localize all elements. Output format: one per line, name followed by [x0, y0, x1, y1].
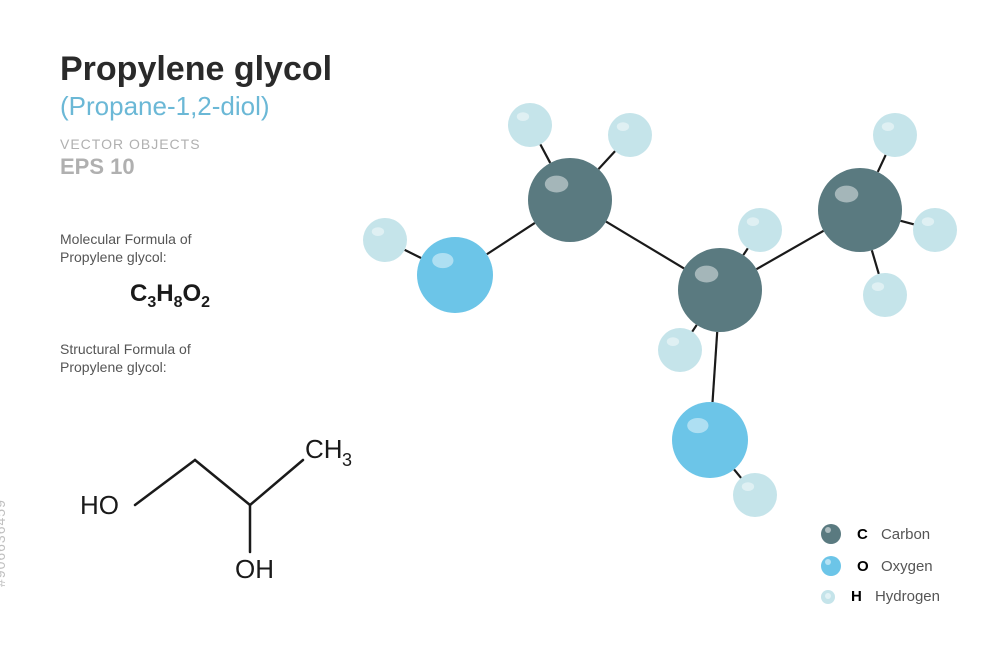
- hydrogen-atom: [733, 473, 777, 517]
- legend-swatch: [821, 590, 835, 604]
- hydrogen-atom: [508, 103, 552, 147]
- hydrogen-atom: [863, 273, 907, 317]
- svg-text:HO: HO: [80, 490, 119, 520]
- compound-title: Propylene glycol: [60, 50, 332, 89]
- svg-text:OH: OH: [235, 554, 274, 584]
- legend-name: Carbon: [881, 526, 930, 543]
- legend-row: CCarbon: [821, 524, 940, 544]
- molecular-formula: C3H8O2: [130, 280, 210, 312]
- legend-symbol: C: [857, 526, 881, 543]
- legend-symbol: H: [851, 588, 875, 605]
- eps-label: EPS 10: [60, 154, 332, 180]
- hydrogen-atom: [913, 208, 957, 252]
- compound-subtitle: (Propane-1,2-diol): [60, 91, 332, 122]
- structural-formula-label: Structural Formula ofPropylene glycol:: [60, 340, 191, 376]
- carbon-atom: [678, 248, 762, 332]
- title-block: Propylene glycol (Propane-1,2-diol) VECT…: [60, 50, 332, 180]
- watermark-id: #906636459: [0, 499, 8, 587]
- svg-text:CH: CH: [305, 434, 343, 464]
- legend-symbol: O: [857, 558, 881, 575]
- hydrogen-atom: [658, 328, 702, 372]
- carbon-atom: [818, 168, 902, 252]
- hydrogen-atom: [738, 208, 782, 252]
- vector-objects-label: VECTOR OBJECTS: [60, 136, 332, 152]
- legend-swatch: [821, 524, 841, 544]
- legend-row: HHydrogen: [821, 588, 940, 605]
- molecular-formula-label: Molecular Formula ofPropylene glycol:: [60, 230, 192, 266]
- hydrogen-atom: [363, 218, 407, 262]
- oxygen-atom: [672, 402, 748, 478]
- hydrogen-atom: [608, 113, 652, 157]
- legend-name: Oxygen: [881, 558, 933, 575]
- legend-name: Hydrogen: [875, 588, 940, 605]
- structural-formula-diagram: HOCH3OH: [40, 400, 360, 620]
- carbon-atom: [528, 158, 612, 242]
- legend-swatch: [821, 556, 841, 576]
- legend-row: OOxygen: [821, 556, 940, 576]
- oxygen-atom: [417, 237, 493, 313]
- hydrogen-atom: [873, 113, 917, 157]
- atom-legend: CCarbonOOxygenHHydrogen: [821, 524, 940, 617]
- molecule-3d-diagram: [340, 40, 980, 560]
